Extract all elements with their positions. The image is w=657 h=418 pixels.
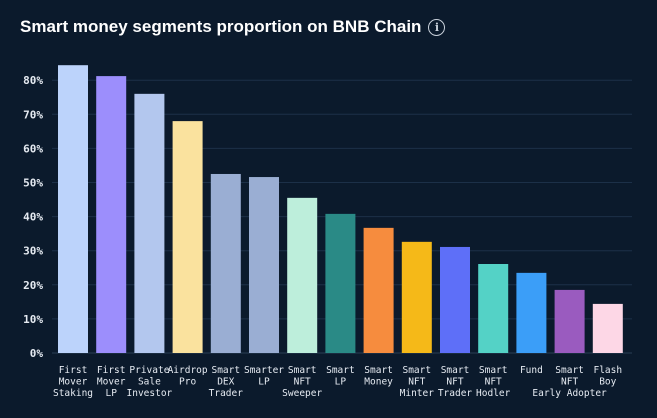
bar (249, 177, 279, 353)
bar (554, 289, 585, 353)
bar (516, 272, 547, 353)
y-tick-label: 30% (23, 245, 43, 258)
y-tick-label: 80% (23, 74, 43, 87)
bar (440, 246, 470, 353)
y-tick-label: 10% (23, 313, 43, 326)
x-tick-label: Airdrop Pro (168, 365, 208, 388)
bar (134, 93, 165, 353)
x-tick-label: Fund (520, 365, 543, 376)
x-tick-label: Private Sale Investor (127, 365, 173, 399)
y-tick-label: 60% (23, 142, 43, 155)
x-tick-label: Smart Money (364, 365, 393, 388)
y-tick-label: 0% (30, 347, 44, 360)
y-tick-label: 20% (23, 279, 43, 292)
x-tick-label: Smarter LP (244, 365, 284, 388)
bar (210, 173, 241, 353)
info-circle-icon[interactable]: i (428, 18, 446, 36)
x-tick-label: Smart NFT Hodler (476, 365, 511, 399)
x-tick-label: Flash Boy (593, 365, 622, 388)
x-tick-label: Smart NFT Sweeper (282, 365, 322, 399)
chart-title-text: Smart money segments proportion on BNB C… (20, 17, 422, 36)
x-tick-label: Smart LP (326, 365, 355, 388)
chart-title: Smart money segments proportion on BNB C… (20, 17, 446, 37)
bar (325, 213, 356, 353)
x-tick-label: First Mover Staking (53, 365, 93, 399)
bar (287, 197, 318, 353)
y-tick-label: 50% (23, 177, 43, 190)
bar (363, 227, 394, 353)
bar (172, 121, 203, 354)
x-tick-label: Smart NFT Early Adopter (532, 365, 607, 399)
y-tick-label: 40% (23, 211, 43, 224)
bar (401, 241, 432, 353)
x-tick-label: First Mover LP (97, 365, 126, 399)
bar (96, 76, 127, 353)
x-tick-label: Smart NFT Trader (438, 365, 473, 399)
bar (58, 65, 88, 354)
y-tick-label: 70% (23, 108, 43, 121)
x-tick-label: Smart DEX Trader (209, 365, 244, 399)
bar (592, 303, 623, 353)
x-tick-label: Smart NFT Minter (400, 365, 435, 399)
bar (478, 263, 509, 353)
